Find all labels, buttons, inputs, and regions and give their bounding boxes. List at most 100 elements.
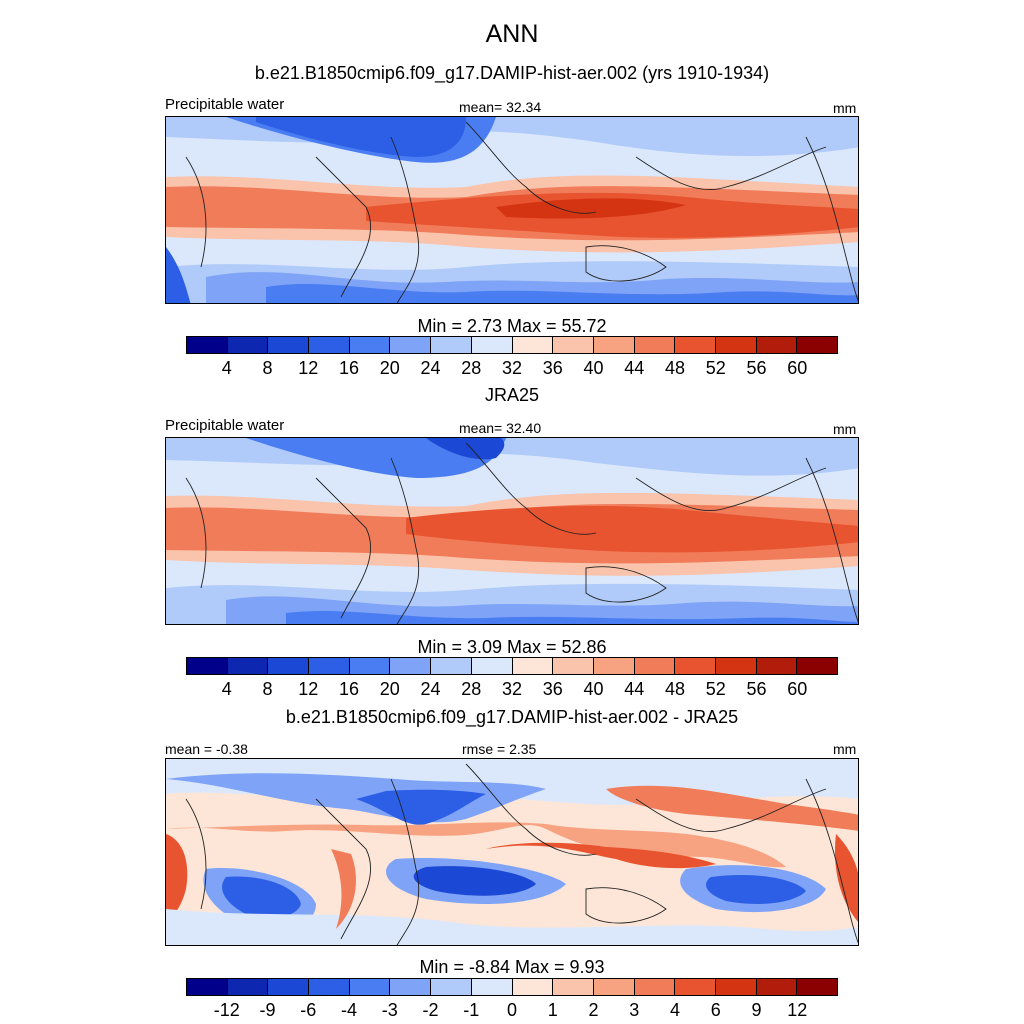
colorbar-swatch: [756, 337, 798, 353]
colorbar-swatch: [512, 337, 554, 353]
colorbar-tick-label: 28: [461, 679, 482, 699]
colorbar-tick-label: 0: [506, 1000, 518, 1020]
colorbar-tick-label: 24: [420, 358, 441, 378]
colorbar-swatch: [715, 337, 757, 353]
colorbar-tick-label: -1: [463, 1000, 480, 1020]
colorbar-swatch: [512, 658, 554, 674]
colorbar-swatch: [471, 337, 513, 353]
colorbar-swatch: [553, 337, 594, 353]
colorbar-tick-label: 60: [787, 679, 808, 699]
panel3-colorbar-ticks: -12 -9 -6 -4 -3 -2 -1 0 1 2 3 4 6 9 12: [186, 1000, 838, 1020]
colorbar-tick-label: 36: [542, 358, 563, 378]
panel2-units-label: mm: [833, 421, 857, 437]
panel2-title: JRA25: [484, 385, 540, 405]
colorbar-swatch: [268, 337, 310, 353]
panel1-units-label: mm: [833, 100, 857, 116]
colorbar-swatch: [593, 658, 635, 674]
colorbar-tick-label: 20: [379, 679, 400, 699]
colorbar-tick-label: 16: [338, 679, 360, 699]
colorbar-tick-label: 48: [664, 358, 686, 378]
panel1-minmax-label: Min = 2.73 Max = 55.72: [417, 316, 607, 336]
colorbar-swatch: [309, 979, 350, 995]
panel3-map: [165, 758, 859, 946]
colorbar-tick-label: 8: [262, 679, 273, 699]
colorbar-tick-label: 9: [751, 1000, 762, 1020]
colorbar-swatch: [797, 658, 837, 674]
colorbar-tick-label: -4: [340, 1000, 358, 1020]
colorbar-swatch: [349, 658, 391, 674]
colorbar-swatch: [268, 979, 310, 995]
colorbar-swatch: [349, 337, 391, 353]
colorbar-swatch: [634, 658, 676, 674]
panel1-variable-label: Precipitable water: [165, 96, 285, 113]
colorbar-tick-label: 16: [338, 358, 360, 378]
colorbar-swatch: [756, 979, 798, 995]
colorbar-tick-label: 56: [746, 679, 767, 699]
colorbar-swatch: [797, 979, 837, 995]
colorbar-tick-label: 4: [669, 1000, 681, 1020]
colorbar-tick-label: 32: [501, 679, 523, 699]
colorbar-swatch: [634, 979, 676, 995]
colorbar-swatch: [349, 979, 391, 995]
colorbar-tick-label: 60: [787, 358, 808, 378]
colorbar-swatch: [187, 337, 228, 353]
colorbar-tick-label: -2: [422, 1000, 439, 1020]
panel1-mean-label: mean= 32.34: [459, 99, 542, 115]
colorbar-swatch: [756, 658, 798, 674]
colorbar-swatch: [431, 658, 472, 674]
colorbar-swatch: [268, 658, 310, 674]
panel3-mean-label: mean = -0.38: [165, 741, 248, 757]
colorbar-tick-label: 12: [787, 1000, 808, 1020]
colorbar-tick-label: 12: [298, 358, 319, 378]
colorbar-tick-label: 56: [746, 358, 767, 378]
colorbar-swatch: [309, 337, 350, 353]
panel2-variable-label: Precipitable water: [165, 417, 285, 434]
colorbar-tick-label: 1: [547, 1000, 558, 1020]
colorbar-swatch: [309, 658, 350, 674]
colorbar-swatch: [227, 658, 269, 674]
colorbar-swatch: [634, 337, 676, 353]
colorbar-swatch: [227, 337, 269, 353]
colorbar-swatch: [471, 658, 513, 674]
colorbar-tick-label: 36: [542, 679, 563, 699]
colorbar-swatch: [553, 658, 594, 674]
panel3-minmax-label: Min = -8.84 Max = 9.93: [419, 957, 605, 977]
panel1-map: [165, 116, 859, 304]
colorbar-tick-label: 2: [588, 1000, 599, 1020]
colorbar-tick-label: 44: [624, 679, 645, 699]
panel3-colorbar: [186, 978, 838, 996]
colorbar-swatch: [390, 337, 432, 353]
colorbar-tick-label: 52: [705, 679, 726, 699]
colorbar-swatch: [390, 979, 432, 995]
colorbar-tick-label: 24: [420, 679, 441, 699]
panel3-title: b.e21.B1850cmip6.f09_g17.DAMIP-hist-aer.…: [285, 707, 739, 727]
colorbar-tick-label: 52: [705, 358, 726, 378]
colorbar-swatch: [675, 337, 716, 353]
colorbar-tick-label: -3: [381, 1000, 398, 1020]
colorbar-tick-label: 4: [221, 358, 232, 378]
colorbar-swatch: [431, 337, 472, 353]
panel1-colorbar: [186, 336, 838, 354]
colorbar-tick-label: 28: [461, 358, 482, 378]
colorbar-swatch: [553, 979, 594, 995]
panel2-mean-label: mean= 32.40: [459, 420, 542, 436]
case-title: b.e21.B1850cmip6.f09_g17.DAMIP-hist-aer.…: [254, 63, 770, 83]
panel2-colorbar: [186, 657, 838, 675]
colorbar-swatch: [675, 658, 716, 674]
colorbar-tick-label: -9: [259, 1000, 276, 1020]
colorbar-swatch: [187, 658, 228, 674]
colorbar-tick-label: 20: [379, 358, 400, 378]
colorbar-swatch: [715, 658, 757, 674]
colorbar-swatch: [471, 979, 513, 995]
colorbar-tick-label: 8: [262, 358, 273, 378]
colorbar-swatch: [187, 979, 228, 995]
colorbar-tick-label: 12: [298, 679, 319, 699]
colorbar-swatch: [797, 337, 837, 353]
colorbar-tick-label: 44: [624, 358, 645, 378]
colorbar-swatch: [431, 979, 472, 995]
colorbar-swatch: [715, 979, 757, 995]
colorbar-tick-label: -12: [213, 1000, 240, 1020]
panel2-map: [165, 437, 859, 625]
panel1-colorbar-ticks: 4 8 12 16 20 24 28 32 36 40 44 48 52 56 60: [186, 358, 838, 378]
panel2-minmax-label: Min = 3.09 Max = 52.86: [417, 637, 607, 657]
